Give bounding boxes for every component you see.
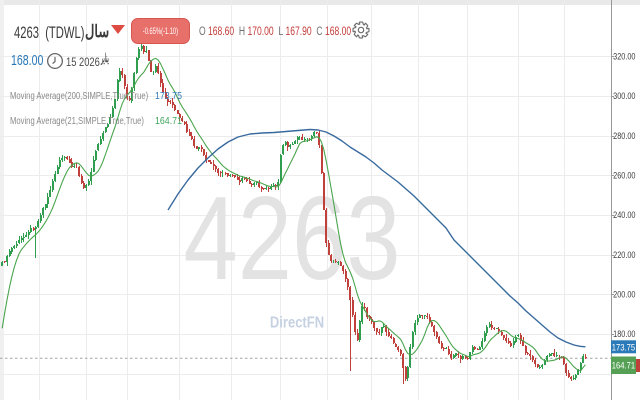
svg-text:280.00: 280.00: [613, 131, 636, 141]
svg-text:220.00: 220.00: [613, 250, 636, 260]
svg-text:240.00: 240.00: [613, 211, 636, 221]
svg-text:300.00: 300.00: [613, 92, 636, 102]
svg-text:320.00: 320.00: [613, 52, 636, 62]
svg-text:260.00: 260.00: [613, 171, 636, 181]
svg-text:DirectFN: DirectFN: [270, 314, 324, 331]
svg-text:173.75: 173.75: [612, 342, 636, 353]
svg-text:4263: 4263: [183, 172, 400, 305]
svg-text:164.71: 164.71: [612, 360, 636, 371]
svg-text:200.00: 200.00: [613, 290, 636, 300]
svg-text:180.00: 180.00: [613, 330, 636, 340]
